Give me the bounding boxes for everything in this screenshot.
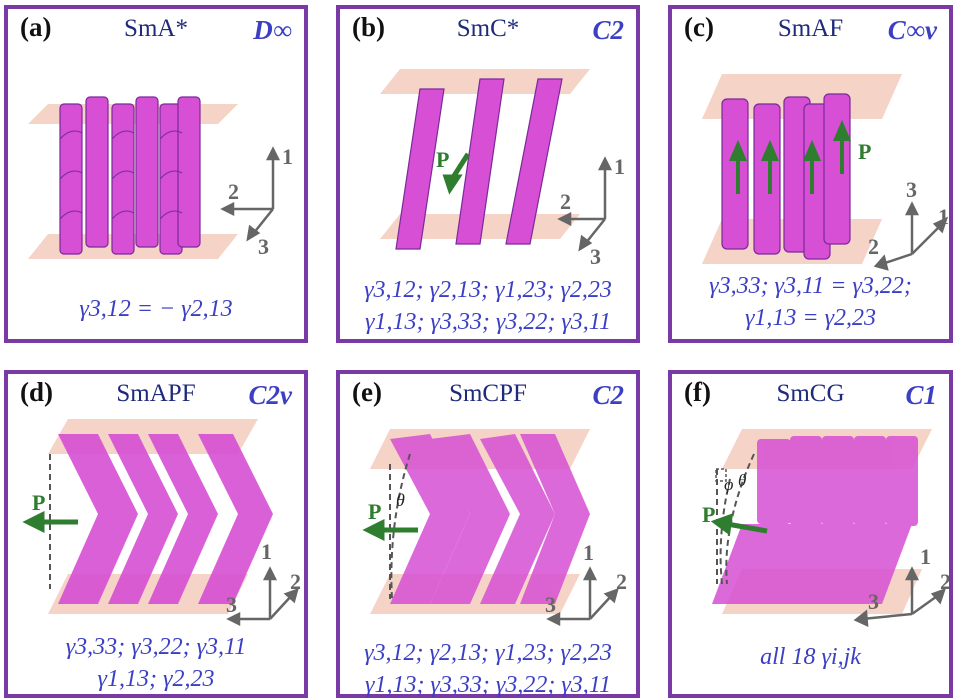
axis-label-3: 3 bbox=[226, 592, 237, 617]
panel-c: (c) SmAF C∞v P 3 2 1 γ3,33; γ3,11 = γ3,2… bbox=[668, 5, 953, 343]
symmetry-group: D∞ bbox=[253, 15, 292, 45]
tilt-angle-label: θ bbox=[396, 490, 405, 510]
axis-label-2: 2 bbox=[228, 179, 239, 204]
phase-name: SmCPF bbox=[449, 380, 527, 407]
polarization-label: P bbox=[436, 147, 449, 172]
phase-name: SmAPF bbox=[116, 380, 196, 407]
axis-label-1: 1 bbox=[583, 540, 594, 565]
axis-label-1: 1 bbox=[938, 204, 949, 229]
coefficient-list-line-1: γ3,12; γ2,13; γ1,23; γ2,23 bbox=[364, 640, 612, 666]
panel-label: (b) bbox=[352, 12, 385, 42]
axis-label-3: 3 bbox=[258, 234, 269, 259]
polarization-label: P bbox=[858, 139, 871, 164]
coefficient-list: all 18 γi,jk bbox=[760, 644, 861, 670]
panel-label: (d) bbox=[20, 377, 53, 407]
panel-b: (b) SmC* C2 P 1 2 3 γ3,12; γ2,13; γ1,23;… bbox=[336, 5, 640, 343]
panel-label: (e) bbox=[352, 377, 382, 407]
polarization-label: P bbox=[368, 499, 381, 524]
axis-label-3: 3 bbox=[906, 177, 917, 202]
phase-name: SmC* bbox=[456, 15, 520, 42]
coefficient-list-line-2: γ1,13; γ2,23 bbox=[97, 666, 215, 692]
tilt-angle-label: θ bbox=[738, 471, 746, 490]
axis-label-2: 2 bbox=[940, 569, 949, 594]
coefficient-list-line-1: γ3,33; γ3,22; γ3,11 bbox=[65, 634, 247, 660]
axis-label-1: 1 bbox=[261, 539, 272, 564]
axis-label-2: 2 bbox=[290, 569, 301, 594]
panel-e: (e) SmCPF C2 θ P 1 3 2 γ3,12; γ2,13; γ1,… bbox=[336, 370, 640, 698]
coefficient-list: γ3,12 = − γ2,13 bbox=[79, 296, 233, 322]
polarization-label: P bbox=[702, 502, 715, 527]
panel-label: (c) bbox=[684, 12, 714, 42]
phase-name: SmCG bbox=[776, 380, 845, 407]
axis-label-1: 1 bbox=[282, 144, 293, 169]
smapf-illustration: P 1 3 2 bbox=[22, 419, 301, 627]
axis-label-2: 2 bbox=[560, 189, 571, 214]
axis-label-1: 1 bbox=[920, 544, 931, 569]
axis-label-2: 2 bbox=[616, 569, 627, 594]
panel-a: (a) SmA* D∞ 1 2 3 γ3,12 = − γ2,13 bbox=[4, 5, 308, 343]
axis-label-1: 1 bbox=[614, 154, 625, 179]
symmetry-group: C2 bbox=[592, 15, 624, 45]
phase-name: SmA* bbox=[124, 15, 188, 42]
symmetry-group: C2 bbox=[592, 380, 624, 410]
polarization-label: P bbox=[32, 490, 45, 515]
axis-label-3: 3 bbox=[868, 589, 879, 614]
coefficient-list-line-1: γ3,33; γ3,11 = γ3,22; bbox=[709, 273, 912, 299]
smcpf-illustration: θ P 1 3 2 bbox=[362, 429, 627, 627]
panel-label: (a) bbox=[20, 12, 52, 42]
symmetry-group: C1 bbox=[905, 380, 937, 410]
symmetry-group: C2v bbox=[248, 380, 293, 410]
panel-f: (f) SmCG C1 φ θ P 1 3 2 all 18 γi, bbox=[668, 370, 953, 698]
smaf-illustration: P 3 2 1 bbox=[702, 74, 949, 271]
symmetry-group: C∞v bbox=[887, 15, 937, 45]
panel-d: (d) SmAPF C2v P 1 3 2 γ3,33; γ3,22; γ3,1… bbox=[4, 370, 308, 698]
smcg-illustration: φ θ P 1 3 2 bbox=[702, 429, 949, 628]
axis-label-3: 3 bbox=[590, 244, 601, 269]
coefficient-list-line-2: γ1,13 = γ2,23 bbox=[744, 305, 877, 331]
axis-label-3: 3 bbox=[545, 592, 556, 617]
sma-star-illustration: 1 2 3 bbox=[28, 96, 293, 259]
coefficient-list-line-2: γ1,13; γ3,33; γ3,22; γ3,11 bbox=[364, 309, 612, 335]
panel-label: (f) bbox=[684, 377, 711, 407]
smc-star-illustration: P 1 2 3 bbox=[380, 69, 625, 269]
coefficient-list-line-2: γ1,13; γ3,33; γ3,22; γ3,11 bbox=[364, 672, 612, 698]
coefficient-list-line-1: γ3,12; γ2,13; γ1,23; γ2,23 bbox=[364, 277, 612, 303]
axis-label-2: 2 bbox=[868, 234, 879, 259]
azimuth-angle-label: φ bbox=[724, 475, 733, 494]
phase-name: SmAF bbox=[777, 15, 844, 42]
